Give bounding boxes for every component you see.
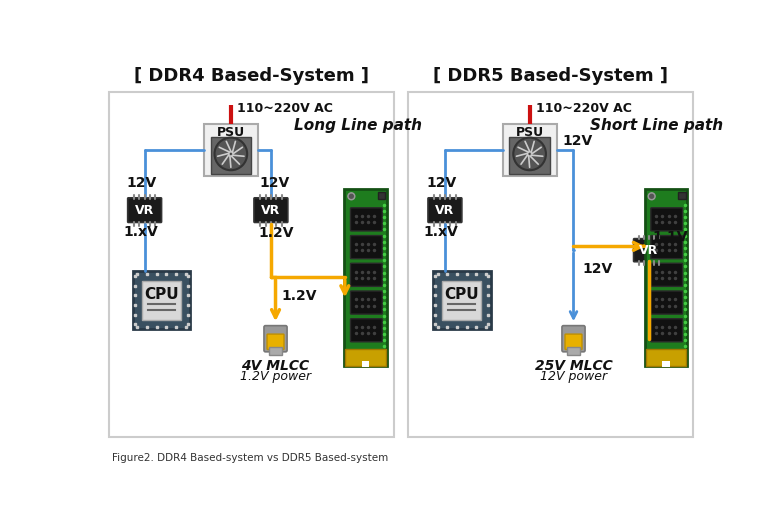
FancyBboxPatch shape: [361, 361, 369, 367]
FancyBboxPatch shape: [408, 92, 693, 437]
Circle shape: [650, 194, 654, 198]
FancyBboxPatch shape: [651, 236, 683, 259]
FancyBboxPatch shape: [442, 280, 481, 320]
Circle shape: [228, 152, 234, 156]
FancyBboxPatch shape: [350, 236, 383, 259]
Circle shape: [528, 153, 531, 155]
Text: 25V MLCC: 25V MLCC: [535, 359, 612, 373]
Text: Short Line path: Short Line path: [590, 118, 723, 133]
Text: 1.xV: 1.xV: [123, 225, 158, 239]
FancyBboxPatch shape: [565, 334, 582, 350]
Circle shape: [514, 138, 546, 170]
FancyBboxPatch shape: [644, 188, 687, 365]
FancyBboxPatch shape: [350, 319, 383, 342]
Circle shape: [348, 193, 355, 200]
Circle shape: [527, 152, 532, 156]
Circle shape: [648, 193, 655, 200]
FancyBboxPatch shape: [510, 137, 550, 174]
Text: 12V: 12V: [426, 176, 457, 190]
Text: [ DDR5 Based-System ]: [ DDR5 Based-System ]: [433, 67, 668, 85]
FancyBboxPatch shape: [378, 192, 385, 200]
Text: 1.1V: 1.1V: [653, 230, 688, 244]
Circle shape: [350, 194, 354, 198]
FancyBboxPatch shape: [651, 319, 683, 342]
Text: VR: VR: [135, 204, 154, 217]
Circle shape: [215, 138, 247, 170]
FancyBboxPatch shape: [344, 188, 387, 365]
FancyBboxPatch shape: [567, 347, 580, 355]
FancyBboxPatch shape: [264, 326, 287, 352]
FancyBboxPatch shape: [662, 361, 670, 367]
Circle shape: [230, 153, 232, 155]
FancyBboxPatch shape: [651, 291, 683, 314]
FancyBboxPatch shape: [254, 198, 288, 222]
FancyBboxPatch shape: [433, 271, 491, 329]
Text: 12V power: 12V power: [540, 370, 607, 383]
Text: VR: VR: [261, 204, 281, 217]
Text: VR: VR: [435, 204, 455, 217]
FancyBboxPatch shape: [204, 124, 258, 176]
Text: 12V: 12V: [583, 262, 613, 277]
Text: 12V: 12V: [562, 134, 592, 148]
FancyBboxPatch shape: [350, 291, 383, 314]
Text: 1.2V power: 1.2V power: [240, 370, 311, 383]
Text: 110~220V AC: 110~220V AC: [237, 102, 333, 115]
Text: 1.2V: 1.2V: [281, 289, 318, 303]
FancyBboxPatch shape: [109, 92, 394, 437]
FancyBboxPatch shape: [562, 326, 585, 352]
FancyBboxPatch shape: [645, 349, 686, 365]
FancyBboxPatch shape: [428, 198, 462, 222]
Text: CPU: CPU: [144, 287, 179, 302]
Text: 1.xV: 1.xV: [423, 225, 458, 239]
Text: 1.2V: 1.2V: [259, 226, 294, 240]
Text: 110~220V AC: 110~220V AC: [535, 102, 632, 115]
Text: Figure2. DDR4 Based-system vs DDR5 Based-system: Figure2. DDR4 Based-system vs DDR5 Based…: [111, 453, 388, 463]
Text: Long Line path: Long Line path: [294, 118, 422, 133]
FancyBboxPatch shape: [345, 349, 386, 365]
Text: [ DDR4 Based-System ]: [ DDR4 Based-System ]: [134, 67, 369, 85]
FancyBboxPatch shape: [350, 263, 383, 286]
Text: CPU: CPU: [445, 287, 479, 302]
FancyBboxPatch shape: [128, 198, 162, 222]
FancyBboxPatch shape: [651, 208, 683, 231]
FancyBboxPatch shape: [132, 271, 191, 329]
Text: 4V MLCC: 4V MLCC: [241, 359, 310, 373]
FancyBboxPatch shape: [269, 347, 282, 355]
Text: 12V: 12V: [260, 176, 289, 190]
FancyBboxPatch shape: [350, 208, 383, 231]
Text: PSU: PSU: [217, 126, 245, 139]
FancyBboxPatch shape: [142, 280, 181, 320]
FancyBboxPatch shape: [211, 137, 251, 174]
FancyBboxPatch shape: [503, 124, 557, 176]
FancyBboxPatch shape: [678, 192, 685, 200]
FancyBboxPatch shape: [633, 239, 664, 262]
Text: PSU: PSU: [516, 126, 543, 139]
Text: VR: VR: [639, 244, 659, 256]
FancyBboxPatch shape: [267, 334, 284, 350]
Text: 12V: 12V: [126, 176, 156, 190]
FancyBboxPatch shape: [651, 263, 683, 286]
